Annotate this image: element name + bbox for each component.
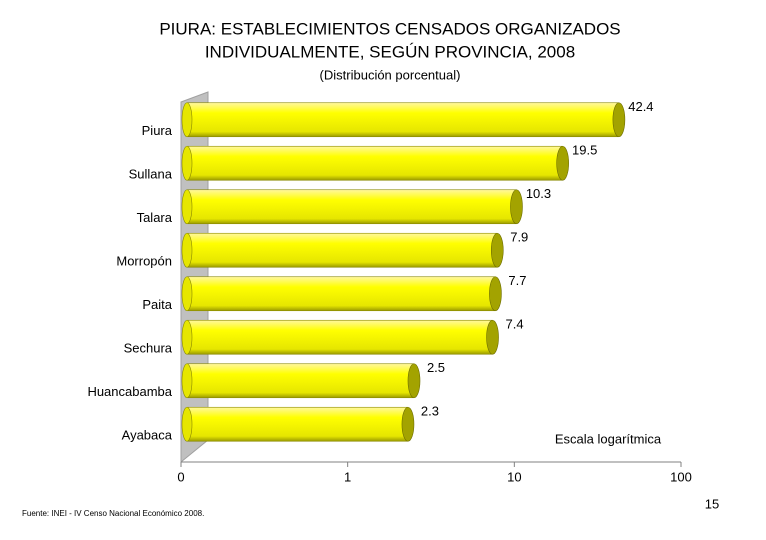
x-tick-label: 10 <box>507 469 521 484</box>
y-tick-label: Ayabaca <box>122 428 173 443</box>
page-number: 15 <box>705 496 719 511</box>
bar-part <box>401 406 415 442</box>
y-tick-label: Sullana <box>129 167 173 182</box>
y-tick-label: Piura <box>142 123 173 138</box>
source: Fuente: INEI - IV Censo Nacional Económi… <box>22 509 204 518</box>
bar-part <box>186 189 517 225</box>
bar <box>181 276 502 312</box>
chart-title: PIURA: ESTABLECIMIENTOS CENSADOS ORGANIZ… <box>159 19 620 38</box>
bar-part <box>181 189 193 225</box>
bar <box>181 363 421 399</box>
bar-part <box>612 102 626 138</box>
bar-part <box>186 363 415 399</box>
bar-part <box>181 363 193 399</box>
bar-part <box>186 319 493 355</box>
bar-part <box>181 276 193 312</box>
value-label: 42.4 <box>628 99 653 114</box>
bar <box>181 189 523 225</box>
x-tick-label: 0 <box>177 469 184 484</box>
bar-part <box>510 189 523 225</box>
bar <box>181 102 626 138</box>
y-tick-label: Huancabamba <box>87 384 172 399</box>
bar-part <box>186 102 620 138</box>
chart-subtitle: (Distribución porcentual) <box>320 67 461 82</box>
value-label: 7.9 <box>510 230 528 245</box>
x-tick-label: 100 <box>670 469 692 484</box>
bar-part <box>181 406 193 442</box>
bar-part <box>181 232 193 268</box>
bar-part <box>490 232 504 268</box>
bar <box>181 406 415 442</box>
bar <box>181 319 499 355</box>
value-label: 10.3 <box>526 186 551 201</box>
x-tick-label: 1 <box>344 469 351 484</box>
value-label: 2.3 <box>421 404 439 419</box>
bar <box>181 232 504 268</box>
bar-part <box>186 276 496 312</box>
y-tick-label: Morropón <box>116 254 172 269</box>
y-tick-label: Paita <box>142 297 172 312</box>
y-tick-label: Talara <box>137 210 173 225</box>
value-label: 19.5 <box>572 143 597 158</box>
bar-part <box>407 363 421 399</box>
value-label: 2.5 <box>427 360 445 375</box>
bar-part <box>181 102 193 138</box>
bar-part <box>186 232 498 268</box>
bar-part <box>181 145 193 181</box>
bar-part <box>186 406 409 442</box>
value-label: 7.4 <box>505 317 523 332</box>
value-label: 7.7 <box>508 273 526 288</box>
chart-title: INDIVIDUALMENTE, SEGÚN PROVINCIA, 2008 <box>205 42 575 61</box>
bar-part <box>489 276 502 312</box>
y-tick-label: Sechura <box>124 341 173 356</box>
bar-part <box>186 145 563 181</box>
bar <box>181 145 569 181</box>
bar-part <box>486 319 499 355</box>
annotation: Escala logarítmica <box>555 431 662 446</box>
bar-part <box>556 145 569 181</box>
bar-part <box>181 319 193 355</box>
